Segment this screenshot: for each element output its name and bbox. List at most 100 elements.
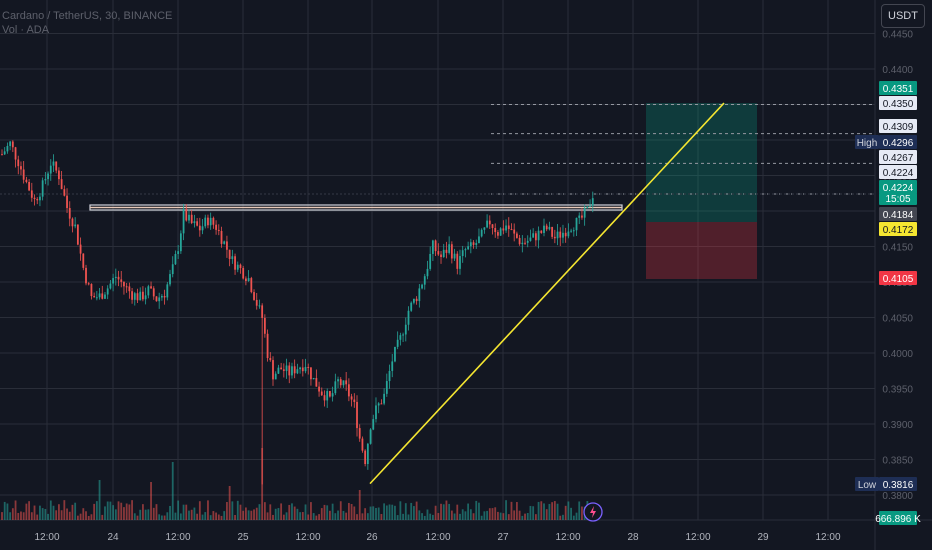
candle-body (139, 291, 142, 301)
volume-bar (404, 503, 407, 520)
candle-body (258, 305, 261, 307)
volume-bar (163, 515, 166, 520)
candle-body (263, 317, 266, 334)
candle-body (236, 264, 239, 270)
volume-bar (456, 504, 459, 520)
resistance-band[interactable] (89, 204, 623, 211)
candle-body (104, 294, 106, 299)
take-profit-zone[interactable] (646, 103, 757, 222)
volume-bar (171, 462, 174, 520)
candle-body (255, 299, 258, 306)
candle-body (326, 391, 329, 401)
candle-body (323, 395, 326, 401)
candle-body (426, 268, 429, 277)
volume-bar (123, 507, 125, 520)
price-label-text: 0.4172 (883, 225, 914, 236)
price-label-text: 0.4296 (883, 138, 914, 149)
candle-body (526, 240, 529, 243)
volume-bar (434, 505, 437, 520)
volume-bar (236, 500, 239, 520)
candle-body (334, 381, 337, 394)
volume-bar (93, 503, 96, 520)
price-label-text: 0.4350 (883, 99, 914, 110)
candle-body (556, 231, 559, 239)
volume-bar (139, 509, 142, 520)
candle-body (429, 253, 432, 269)
candle-body (480, 229, 483, 237)
candle-body (207, 217, 209, 226)
candle-body (464, 249, 467, 251)
volume-bar (47, 513, 49, 520)
volume-bar (480, 515, 483, 520)
candle-body (150, 286, 152, 289)
volume-bar (193, 507, 196, 520)
lightning-icon[interactable] (583, 502, 603, 522)
time-axis[interactable]: 12:00 24 12:00 25 12:00 26 12:00 27 12:00 28 12:00… (34, 532, 840, 543)
volume-bar (486, 510, 488, 520)
candle-body (274, 373, 277, 380)
candle-body (204, 217, 207, 227)
price-tick-label: 0.4000 (882, 349, 913, 360)
volume-bar (52, 505, 55, 520)
candle-body (185, 209, 188, 221)
volume-bar (17, 512, 20, 520)
candle-body (68, 208, 71, 219)
candle-body (28, 181, 30, 191)
candle-body (578, 215, 581, 218)
volume-bar (421, 513, 423, 520)
price-label-box (879, 207, 917, 221)
volume-bar (326, 505, 329, 520)
volume-bar (545, 509, 548, 520)
volume-bar (323, 504, 326, 520)
volume-bar (524, 513, 526, 520)
candle-body (117, 276, 120, 280)
candle-body (502, 228, 505, 231)
candle-body (163, 295, 166, 298)
price-label-prefix-box (855, 135, 879, 149)
volume-bar (320, 508, 323, 520)
candle-body (339, 379, 342, 386)
candle-body (488, 220, 491, 225)
candle-body (98, 293, 101, 298)
volume-bar (39, 505, 41, 520)
candle-body (337, 379, 339, 382)
price-label-box (879, 511, 917, 525)
candle-body (456, 253, 459, 269)
candle-body (20, 166, 22, 170)
volume-bar (231, 501, 234, 520)
volume-bar (117, 501, 120, 520)
volume-bar (258, 504, 261, 520)
stop-loss-zone[interactable] (646, 222, 757, 279)
candle-body (41, 180, 44, 197)
volume-bar (516, 502, 518, 520)
candle-body (266, 333, 269, 359)
volume-bar (507, 514, 510, 520)
candle-body (160, 295, 163, 298)
price-label-prefix: High (857, 138, 878, 149)
candle-body (120, 279, 123, 282)
volume-bar (505, 500, 507, 520)
volume-bar (315, 515, 318, 520)
volume-bar (366, 513, 369, 520)
candle-body (196, 221, 199, 226)
volume-bar (450, 510, 453, 520)
volume-bar (217, 514, 220, 520)
volume-bar (364, 508, 367, 520)
candle-body (174, 253, 177, 265)
candle-body (399, 335, 402, 340)
currency-button[interactable]: USDT (881, 4, 925, 28)
trendline[interactable] (369, 102, 725, 485)
candle-body (534, 233, 537, 241)
time-tick-label: 12:00 (425, 532, 450, 543)
long-position-tool[interactable] (646, 103, 757, 279)
volume-bar (304, 504, 307, 520)
volume-bar (109, 501, 112, 520)
candle-body (128, 286, 131, 292)
volume-bar (269, 504, 272, 520)
price-tick-label: 0.4400 (882, 65, 913, 76)
candle-body (85, 267, 87, 284)
candle-body (564, 232, 567, 237)
volume-bar (572, 515, 575, 520)
volume-bar (334, 513, 337, 520)
